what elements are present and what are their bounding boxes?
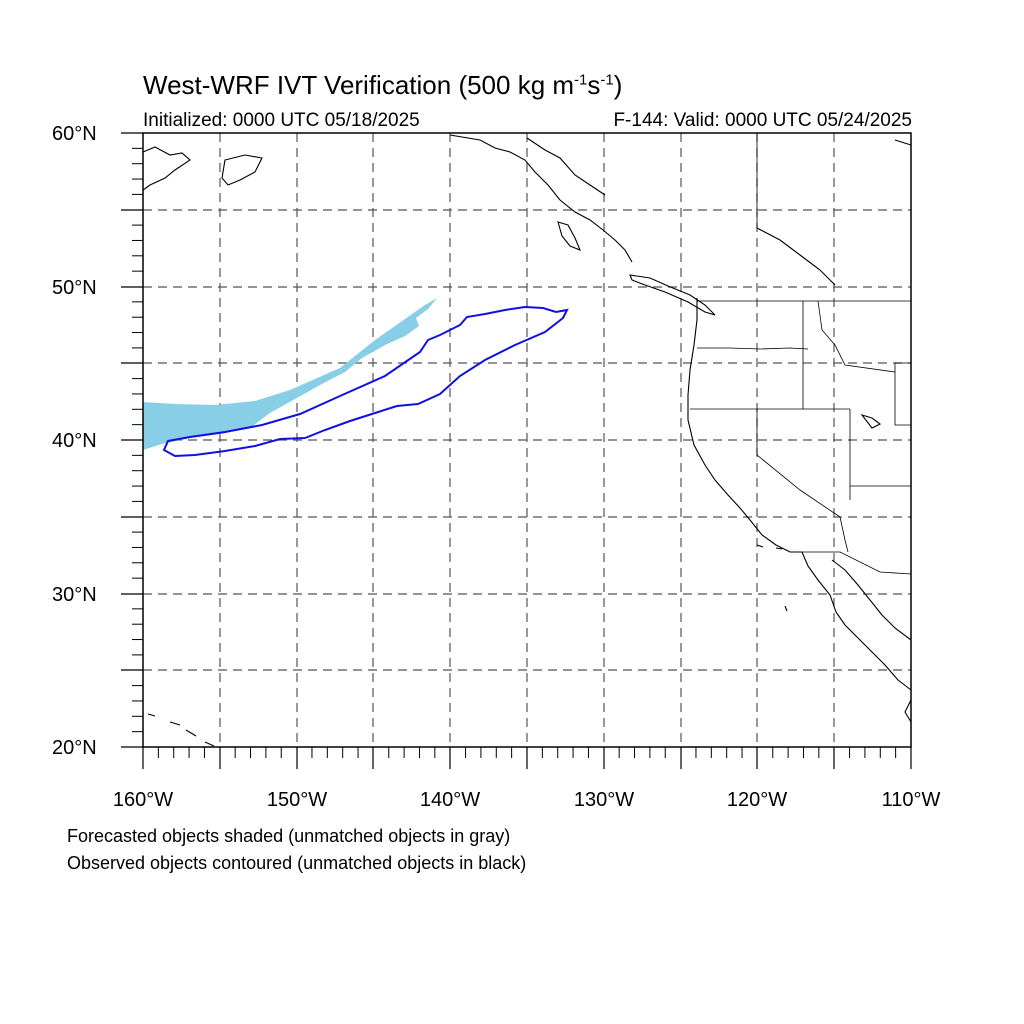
- political-boundaries: [690, 133, 912, 575]
- lon-label-120w: 120°W: [727, 789, 787, 811]
- observed-ivt-contour: [162, 305, 569, 458]
- left-ticks: [121, 132, 143, 748]
- lon-label-140w: 140°W: [420, 789, 480, 811]
- idaho-montana-border: [817, 300, 896, 373]
- kodiak-island: [221, 154, 263, 186]
- legend-observed-note: Observed objects contoured (unmatched ob…: [67, 853, 527, 873]
- great-salt-lake: [860, 413, 882, 429]
- valid-time-label: F-144: Valid: 0000 UTC 05/24/2025: [613, 110, 912, 131]
- us-mexico-border: [802, 551, 912, 575]
- lon-label-150w: 150°W: [267, 789, 327, 811]
- grid-lines: [143, 133, 911, 747]
- lon-label-110w: 110°W: [882, 789, 941, 811]
- lat-label-50: 50°N: [52, 277, 97, 299]
- init-time-label: Initialized: 0000 UTC 05/18/2025: [143, 110, 420, 131]
- legend-forecast-note: Forecasted objects shaded (unmatched obj…: [67, 826, 511, 846]
- coastlines: [142, 134, 912, 747]
- haida-gwaii: [557, 221, 582, 251]
- lat-label-30: 30°N: [52, 584, 97, 606]
- alaska-peninsula-coast: [142, 146, 191, 191]
- channel-islands: [756, 544, 788, 612]
- lat-label-60: 60°N: [52, 123, 97, 145]
- bottom-ticks: [142, 747, 912, 769]
- forecast-ivt-object: [143, 298, 437, 450]
- bottom-minor-ticks: [157, 747, 897, 758]
- california-nevada-border: [756, 409, 841, 518]
- arizona-california-border: [839, 516, 849, 553]
- vancouver-island: [629, 274, 716, 316]
- mexico-pacific-coast: [904, 699, 912, 723]
- lat-label-20: 20°N: [52, 737, 97, 759]
- baja-california: [801, 551, 912, 691]
- washington-oregon-border: [697, 347, 809, 350]
- us-west-coast: [687, 298, 802, 553]
- alaska-gulf-coast: [449, 134, 633, 263]
- northern-coast-fragment: [894, 139, 912, 146]
- alaska-panhandle-border: [526, 137, 606, 196]
- lon-label-160w: 160°W: [113, 789, 173, 811]
- hudson-bay-area: [756, 227, 836, 286]
- lon-label-130w: 130°W: [574, 789, 634, 811]
- left-minor-ticks: [132, 147, 143, 733]
- chart-title: West-WRF IVT Verification (500 kg m-1s-1…: [143, 70, 623, 100]
- lat-label-40: 40°N: [52, 430, 97, 452]
- mexico-mainland-coast: [831, 559, 912, 641]
- wyoming-border: [894, 362, 911, 426]
- hawaii-islands: [147, 713, 215, 747]
